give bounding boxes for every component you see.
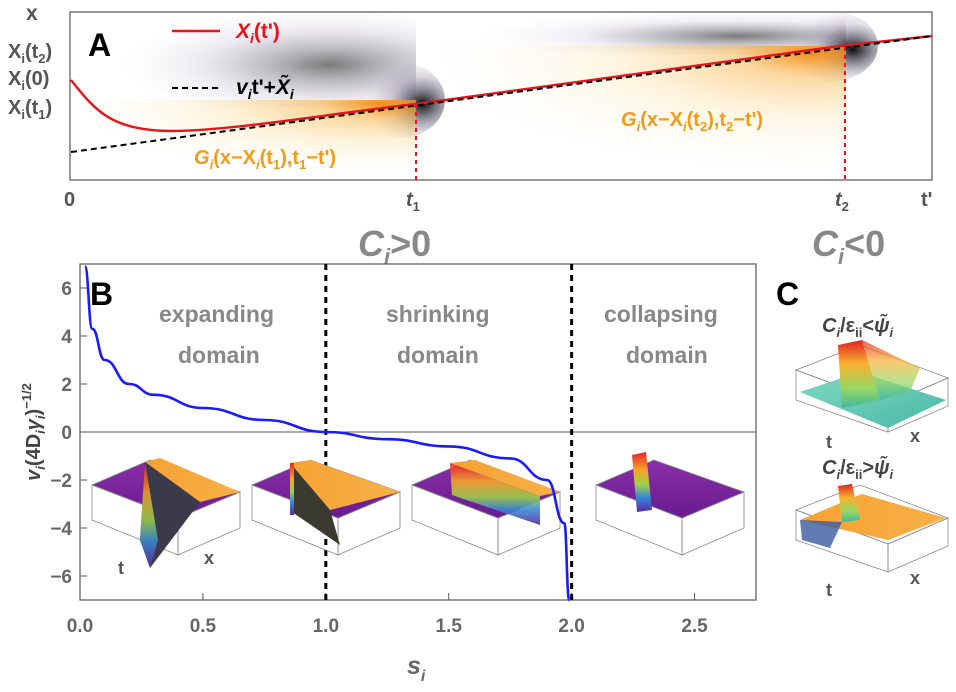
legend-label-trajectory: Xi(t') [235,20,280,46]
condition-negative: Ci<0 [812,223,885,269]
panel-b-letter: B [90,276,113,312]
panel-a-letter: A [88,27,111,63]
panel-b-ticks: 0.0 0.5 1.0 1.5 2.0 2.5 6 4 2 0 −2 −4 −6 [50,279,708,637]
x-tick-t1: t1 [406,189,420,214]
y-tick-label: −6 [50,567,72,588]
panel-c-top-t-label: t [826,432,832,452]
panel-b-x-label: si [407,652,426,685]
panel-a-y-axis-label: x [26,2,38,25]
y-tick-label: −4 [50,519,72,540]
panel-c-letter: C [776,276,799,312]
condition-positive: Ci>0 [358,223,431,269]
y-tick-label: 0 [61,423,72,444]
panel-c-bottom-condition: Ci/εii>ψ̃i [822,455,894,482]
panel-b-y-label: vi(4Diγi)−1/2 [19,383,48,481]
x-tick-zero: 0 [64,189,75,211]
inset-x-label: x [204,548,214,568]
panel-b: 0.0 0.5 1.0 1.5 2.0 2.5 6 4 2 0 −2 −4 −6 B expanding… [19,263,757,685]
trajectory-curve [70,34,933,133]
panel-c-bottom-surface: t x [794,484,950,600]
x-tick-label: 0.5 [190,616,217,637]
x-tick-label: 2.0 [558,616,584,637]
y-tick-xi-t2: Xi(t2) [8,41,52,66]
region-expanding-line1: expanding [159,301,274,327]
inset-shrinking-1 [250,459,402,556]
x-tick-label: 1.0 [313,616,339,637]
x-tick-t2: t2 [835,189,849,214]
x-tick-label: 2.5 [681,616,708,637]
region-shrinking-line2: domain [397,342,479,368]
asymptote-line [70,35,933,153]
series-line [83,265,571,602]
y-tick-xi-0: Xi(0) [8,68,49,93]
inset-collapsing [594,452,746,556]
legend-label-asymptote: vit'+X̃i [236,75,295,102]
panel-c-top-x-label: x [910,426,920,446]
panel-a-legend: Xi(t') vit'+X̃i [172,20,295,102]
inset-t-label: t [118,558,124,578]
panel-c-top-condition: Ci/εii<ψ̃i [822,313,894,340]
panel-a-shading [71,10,878,179]
y-tick-xi-t1: Xi(t1) [8,97,52,122]
region-shrinking-line1: shrinking [386,301,490,327]
y-tick-label: 2 [61,375,72,396]
y-tick-label: 4 [61,327,72,348]
x-tick-label: 0.0 [67,616,93,637]
kernel-label-2: Gi(x−Xi(t2),t2−t') [621,109,763,134]
inset-expanding: t x [90,458,242,578]
panel-a-x-axis-label: t' [921,189,932,211]
inset-shrinking-2 [410,459,562,556]
y-tick-label: 6 [61,279,72,300]
panel-a: x A Xi(t2) Xi(0) Xi(t1) Xi(t') vit'+X̃i … [8,2,933,269]
panel-c-bottom-t-label: t [826,580,832,600]
region-expanding-line2: domain [178,342,260,368]
region-collapsing-line2: domain [626,342,708,368]
panel-c-top-surface: t x [794,340,950,452]
x-tick-label: 1.5 [436,616,463,637]
kernel-label-1: Gi(x−Xi(t1),t1−t') [194,147,336,172]
y-tick-label: −2 [50,471,72,492]
panel-c: C Ci/εii<ψ̃i t x Ci/εii>ψ̃i t x [776,276,950,600]
region-collapsing-line1: collapsing [604,301,718,327]
panel-c-bottom-x-label: x [910,568,920,588]
